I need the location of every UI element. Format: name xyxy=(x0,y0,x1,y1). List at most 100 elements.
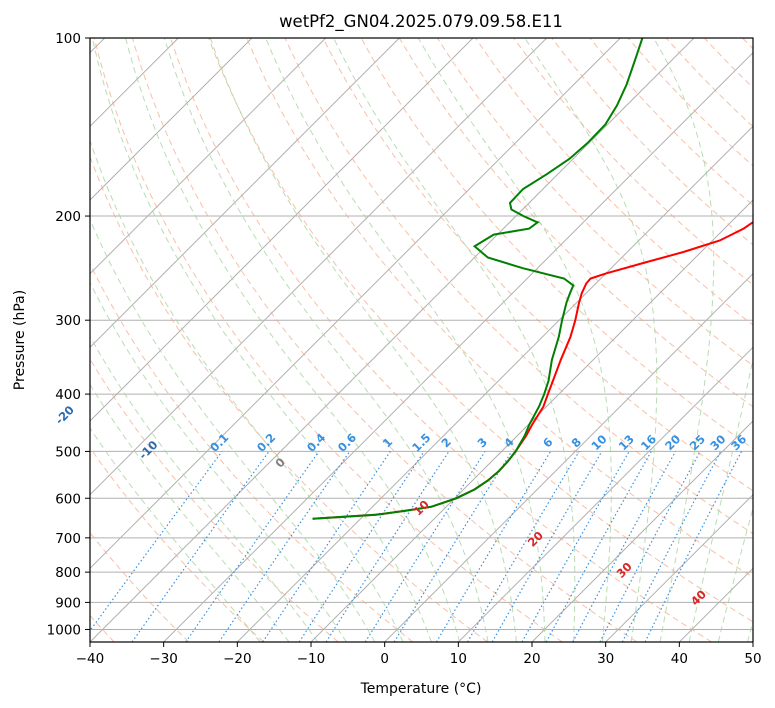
y-tick-label: 1000 xyxy=(47,622,81,638)
mixing-ratio-line xyxy=(393,451,513,642)
moist-adiabat-line xyxy=(209,38,517,642)
isotherm-line xyxy=(90,38,253,201)
isotherm-line xyxy=(236,125,753,642)
y-tick-label: 100 xyxy=(55,31,81,47)
isotherm-line xyxy=(384,272,753,642)
moist-adiabat-line xyxy=(163,38,489,642)
dry-adiabat-label: -10 xyxy=(136,438,161,463)
dry-adiabat-line xyxy=(208,38,753,623)
mixing-ratio-label: 1 xyxy=(380,435,396,451)
mixing-ratio-line xyxy=(185,451,320,642)
mixing-ratio-label: 30 xyxy=(707,432,728,453)
y-tick-label: 500 xyxy=(55,444,81,460)
moist-adiabat-line xyxy=(417,38,612,642)
y-tick-label: 200 xyxy=(55,209,81,225)
x-axis-ticks: −40 −30 −20 −10 0 10 20 30 40 50 xyxy=(76,642,762,667)
moist-adiabat-line xyxy=(653,38,715,642)
isotherm-gridlines xyxy=(90,38,753,642)
mixing-ratio-line xyxy=(325,451,450,642)
dry-adiabat-line xyxy=(513,38,753,286)
mixing-ratio-label: 36 xyxy=(728,432,749,453)
moist-adiabat-line xyxy=(688,356,753,642)
mixing-ratio-line xyxy=(572,451,677,642)
y-tick-label: 900 xyxy=(55,595,81,611)
dry-adiabat-label: -20 xyxy=(52,403,77,428)
y-tick-label: 600 xyxy=(55,491,81,507)
moist-adiabat-line xyxy=(90,427,261,642)
mixing-ratio-line xyxy=(262,451,391,642)
dry-adiabat-line xyxy=(90,446,264,642)
mixing-ratio-label: 25 xyxy=(687,432,708,453)
mixing-ratio-label: 16 xyxy=(638,432,659,453)
mixing-ratio-label: 4 xyxy=(501,435,517,451)
temperature-profile xyxy=(312,220,753,520)
y-tick-label: 700 xyxy=(55,531,81,547)
x-axis-title: Temperature (°C) xyxy=(360,681,482,697)
moist-adiabat-line xyxy=(524,38,658,642)
y-tick-label: 800 xyxy=(55,565,81,581)
moist-adiabat-line xyxy=(90,139,404,642)
moist-adiabat-line xyxy=(90,281,347,642)
mixing-ratio-lines xyxy=(90,451,743,642)
isobar-gridlines xyxy=(90,38,753,630)
dry-adiabat-line xyxy=(665,38,753,128)
mixing-ratio-line xyxy=(131,451,270,642)
moist-adiabats xyxy=(90,38,753,642)
x-tick-label: 50 xyxy=(744,651,761,667)
mixing-ratio-label: 13 xyxy=(616,432,637,453)
dry-adiabat-line xyxy=(475,38,753,326)
isotherm-line xyxy=(457,346,753,642)
x-tick-label: 20 xyxy=(523,651,540,667)
mixing-ratio-line xyxy=(90,451,223,632)
moist-adiabat-line xyxy=(333,38,576,642)
x-tick-label: 40 xyxy=(671,651,688,667)
isotherm-line xyxy=(531,420,753,642)
dry-adiabat-line xyxy=(436,38,753,367)
isotherm-line xyxy=(163,51,753,642)
y-axis-ticks: 100 200 300 400 500 600 700 800 900 1000 xyxy=(47,31,90,638)
moist-adiabat-line xyxy=(747,619,753,642)
mixing-ratio-label: 3 xyxy=(475,435,491,451)
dry-adiabat-line xyxy=(90,262,414,642)
plot-area xyxy=(90,38,753,642)
isotherm-line xyxy=(90,38,327,275)
dry-adiabat-line xyxy=(170,38,712,642)
x-tick-label: −30 xyxy=(149,651,178,667)
dry-adiabat-line xyxy=(284,38,753,535)
dry-adiabat-line xyxy=(322,38,753,492)
y-tick-label: 300 xyxy=(55,313,81,329)
mixing-ratio-label: 8 xyxy=(569,435,585,451)
isotherm-line xyxy=(90,38,548,496)
mixing-ratio-line xyxy=(545,451,652,642)
dry-adiabat-line xyxy=(589,38,753,206)
dry-adiabat-line xyxy=(703,38,753,89)
mixing-ratio-label: 6 xyxy=(540,435,556,451)
moist-adiabat-label: 0 xyxy=(272,455,288,471)
dry-adiabat-line xyxy=(90,531,190,642)
isotherm-line xyxy=(678,567,753,642)
dry-adiabat-line xyxy=(246,38,753,578)
chart-title: wetPf2_GN04.2025.079.09.58.E11 xyxy=(279,12,563,32)
x-tick-label: 0 xyxy=(380,651,389,667)
moist-adiabat-label: 30 xyxy=(614,559,635,580)
x-tick-label: −10 xyxy=(297,651,326,667)
dry-adiabat-line xyxy=(93,38,563,642)
moist-adiabat-line xyxy=(90,383,290,642)
mixing-ratio-line xyxy=(599,451,701,642)
x-tick-label: 10 xyxy=(450,651,467,667)
mixing-ratio-line xyxy=(298,451,425,642)
x-tick-label: −20 xyxy=(223,651,252,667)
x-tick-label: 30 xyxy=(597,651,614,667)
moist-adiabat-label: 10 xyxy=(411,497,432,518)
mixing-ratio-line xyxy=(521,451,630,642)
dry-adiabat-line xyxy=(742,38,753,50)
isotherm-line xyxy=(90,38,621,570)
mixing-ratio-line xyxy=(218,451,351,642)
moist-adiabat-label: 40 xyxy=(688,587,709,608)
dry-adiabat-line xyxy=(90,155,488,642)
moist-adiabat-line xyxy=(90,218,376,642)
isotherm-line xyxy=(90,38,474,422)
moist-adiabat-line xyxy=(125,38,461,642)
moist-adiabat-line xyxy=(90,335,319,642)
